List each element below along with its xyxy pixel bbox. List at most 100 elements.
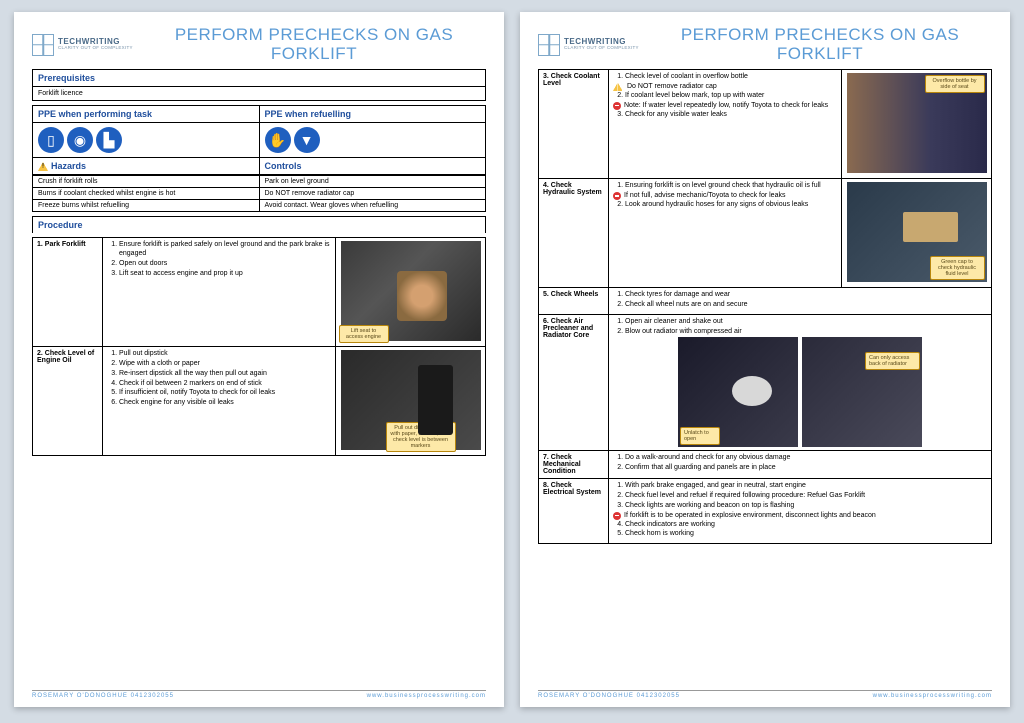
air-cleaner-image: Unlatch to open: [678, 337, 798, 447]
logo-icon: [32, 34, 54, 56]
step-image-cell: Overflow bottle by side of seat: [842, 70, 992, 179]
ppe-refuel-header: PPE when refuelling: [260, 106, 486, 123]
stop-icon: [613, 192, 621, 200]
engine-access-image: Lift seat to access engine: [341, 241, 481, 341]
footer-right: www.businessprocesswriting.com: [367, 693, 486, 699]
step-label: 4. Check Hydraulic System: [539, 179, 609, 288]
step-item: Check indicators are working: [625, 521, 987, 530]
footer-left: ROSEMARY O'DONOGHUE 0412302055: [32, 693, 174, 699]
step-item: Open air cleaner and shake out: [625, 318, 987, 327]
dipstick-image: Pull out dipstick, wipe with paper, rein…: [341, 350, 481, 450]
step-item: Check if oil between 2 markers on end of…: [119, 380, 331, 389]
image-callout: Can only access back of radiator: [865, 352, 920, 370]
step-item: Open out doors: [119, 260, 331, 269]
prerequisites-body: Forklift licence: [33, 87, 485, 100]
coolant-image: Overflow bottle by side of seat: [847, 73, 987, 173]
ppe-task-icons: ▯ ◉ ▙: [33, 123, 259, 158]
stop-icon: [613, 102, 621, 110]
step-item: If coolant level below mark, top up with…: [625, 92, 837, 101]
step-label: 5. Check Wheels: [539, 288, 609, 315]
step-warn: Do NOT remove radiator cap: [627, 83, 717, 90]
image-callout: Lift seat to access engine: [339, 325, 389, 343]
step-item: If insufficient oil, notify Toyota to ch…: [119, 389, 331, 398]
prerequisites-header: Prerequisites: [33, 70, 485, 87]
logo-icon: [538, 34, 560, 56]
image-callout: Pull out dipstick, wipe with paper, rein…: [386, 422, 456, 452]
step-image-cell: Lift seat to access engine: [336, 238, 486, 347]
page-footer: ROSEMARY O'DONOGHUE 0412302055 www.busin…: [538, 690, 992, 699]
logo: TECHWRITING CLARITY OUT OF COMPLEXITY: [538, 34, 648, 56]
step-item: Pull out dipstick: [119, 350, 331, 359]
step-item: Confirm that all guarding and panels are…: [625, 464, 987, 473]
document-title: PERFORM PRECHECKS ON GAS FORKLIFT: [648, 26, 992, 63]
logo-line2: CLARITY OUT OF COMPLEXITY: [564, 46, 639, 51]
image-callout: Overflow bottle by side of seat: [925, 75, 985, 93]
hydraulic-image: Green cap to check hydraulic fluid level: [847, 182, 987, 282]
step-body: With park brake engaged, and gear in neu…: [609, 479, 992, 544]
controls-header: Controls: [260, 158, 486, 175]
warning-icon: [613, 83, 622, 91]
goggles-icon: ◉: [67, 127, 93, 153]
step-item: Check level of coolant in overflow bottl…: [625, 73, 837, 82]
page-1: TECHWRITING CLARITY OUT OF COMPLEXITY PE…: [14, 12, 504, 707]
step-item: Lift seat to access engine and prop it u…: [119, 270, 331, 279]
step-item: Check horn is working: [625, 530, 987, 539]
ppe-task-header: PPE when performing task: [33, 106, 259, 123]
logo: TECHWRITING CLARITY OUT OF COMPLEXITY: [32, 34, 142, 56]
step-body: Do a walk-around and check for any obvio…: [609, 451, 992, 479]
document-title: PERFORM PRECHECKS ON GAS FORKLIFT: [142, 26, 486, 63]
hazard-cell: Burns if coolant checked whilst engine i…: [33, 188, 259, 200]
hazards-header: Hazards: [33, 158, 259, 175]
step-label: 8. Check Electrical System: [539, 479, 609, 544]
step-image-cell: Pull out dipstick, wipe with paper, rein…: [336, 347, 486, 456]
step-item: Ensure forklift is parked safely on leve…: [119, 241, 331, 259]
step-image-cell: Green cap to check hydraulic fluid level: [842, 179, 992, 288]
procedure-header: Procedure: [33, 217, 485, 233]
warning-icon: [38, 162, 48, 171]
step-note: Note: If water level repeatedly low, not…: [624, 102, 828, 109]
step-body: Open air cleaner and shake out Blow out …: [609, 314, 992, 451]
step-label: 3. Check Coolant Level: [539, 70, 609, 179]
page-footer: ROSEMARY O'DONOGHUE 0412302055 www.busin…: [32, 690, 486, 699]
procedure-box: Procedure: [32, 216, 486, 233]
step-note: If not full, advise mechanic/Toyota to c…: [624, 192, 785, 199]
logo-line2: CLARITY OUT OF COMPLEXITY: [58, 46, 133, 51]
page-header: TECHWRITING CLARITY OUT OF COMPLEXITY PE…: [32, 26, 486, 63]
step-body: Pull out dipstick Wipe with a cloth or p…: [103, 347, 336, 456]
procedure-table: 1. Park Forklift Ensure forklift is park…: [32, 237, 486, 456]
hazard-cell: Freeze burns whilst refuelling: [33, 200, 259, 212]
step-item: Check lights are working and beacon on t…: [625, 502, 987, 511]
prerequisites-box: Prerequisites Forklift licence: [32, 69, 486, 101]
step-item: Wipe with a cloth or paper: [119, 360, 331, 369]
step-item: Check tyres for damage and wear: [625, 291, 987, 300]
page-2: TECHWRITING CLARITY OUT OF COMPLEXITY PE…: [520, 12, 1010, 707]
ppe-box: PPE when performing task ▯ ◉ ▙ PPE when …: [32, 105, 486, 212]
boots-icon: ▙: [96, 127, 122, 153]
control-cell: Do NOT remove radiator cap: [259, 188, 485, 200]
hazards-label: Hazards: [51, 161, 86, 171]
step-item: Look around hydraulic hoses for any sign…: [625, 201, 837, 210]
control-cell: Park on level ground: [259, 176, 485, 188]
step-body: Check tyres for damage and wear Check al…: [609, 288, 992, 315]
step-body: Ensure forklift is parked safely on leve…: [103, 238, 336, 347]
radiator-image: Can only access back of radiator: [802, 337, 922, 447]
step-item: Check fuel level and refuel if required …: [625, 492, 987, 501]
step-item: Check engine for any visible oil leaks: [119, 399, 331, 408]
step-label: 7. Check Mechanical Condition: [539, 451, 609, 479]
image-callout: Unlatch to open: [680, 427, 720, 445]
footer-left: ROSEMARY O'DONOGHUE 0412302055: [538, 693, 680, 699]
vest-icon: ▯: [38, 127, 64, 153]
step-item: Re-insert dipstick all the way then pull…: [119, 370, 331, 379]
gloves-icon: ✋: [265, 127, 291, 153]
ppe-refuel-icons: ✋ ▼: [260, 123, 486, 158]
step-label: 6. Check Air Precleaner and Radiator Cor…: [539, 314, 609, 451]
step-item: Check for any visible water leaks: [625, 111, 837, 120]
step-item: Do a walk-around and check for any obvio…: [625, 454, 987, 463]
step-item: Check all wheel nuts are on and secure: [625, 301, 987, 310]
stop-icon: [613, 512, 621, 520]
apron-icon: ▼: [294, 127, 320, 153]
step-item: With park brake engaged, and gear in neu…: [625, 482, 987, 491]
step-label: 2. Check Level of Engine Oil: [33, 347, 103, 456]
step-item: Blow out radiator with compressed air: [625, 328, 987, 337]
hazards-table: Crush if forklift rollsPark on level gro…: [33, 175, 485, 211]
